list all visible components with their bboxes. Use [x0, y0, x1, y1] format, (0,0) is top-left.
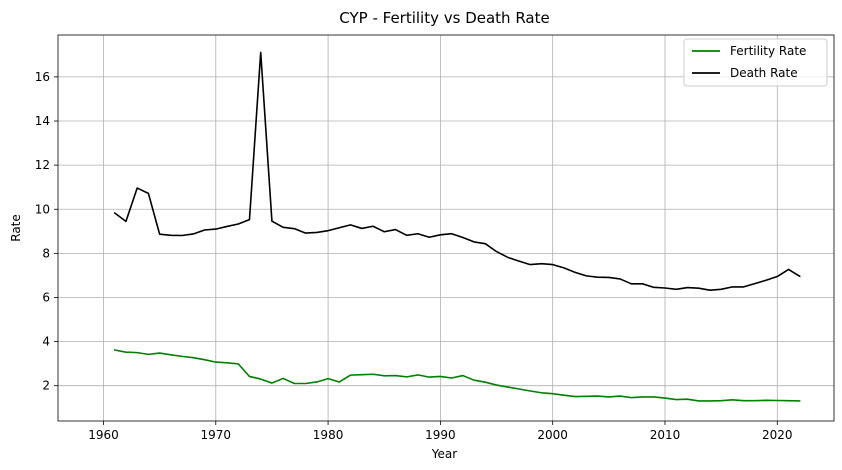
y-tick-label: 10	[35, 202, 50, 216]
x-tick-label: 1990	[425, 428, 456, 442]
x-tick-label: 1960	[88, 428, 119, 442]
y-tick-label: 8	[42, 246, 50, 260]
y-tick-label: 16	[35, 70, 50, 84]
y-axis-ticks: 2 4 6 8 10 12 14 16	[35, 70, 58, 393]
x-tick-label: 2010	[650, 428, 681, 442]
series-line-death-rate	[113, 51, 801, 292]
plot-frame	[57, 34, 835, 422]
x-axis-ticks: 1960 1970 1980 1990 2000 2010 2020	[88, 421, 793, 442]
x-axis-label: Year	[431, 447, 457, 461]
series-line-fertility-rate	[113, 349, 801, 402]
y-axis-label: Rate	[9, 214, 23, 242]
x-tick-label: 1980	[313, 428, 344, 442]
x-tick-label: 1970	[201, 428, 232, 442]
series-lines	[113, 51, 801, 402]
y-tick-label: 14	[35, 114, 50, 128]
grid-lines	[58, 35, 834, 421]
chart-title: CYP - Fertility vs Death Rate	[339, 9, 549, 27]
legend-label-death-rate: Death Rate	[730, 66, 798, 80]
y-tick-label: 2	[42, 379, 50, 393]
y-tick-label: 6	[42, 290, 50, 304]
x-tick-label: 2020	[762, 428, 793, 442]
y-tick-label: 4	[42, 335, 50, 349]
y-tick-label: 12	[35, 158, 50, 172]
legend: Fertility Rate Death Rate	[683, 38, 828, 87]
x-tick-label: 2000	[537, 428, 568, 442]
legend-label-fertility-rate: Fertility Rate	[730, 44, 806, 58]
